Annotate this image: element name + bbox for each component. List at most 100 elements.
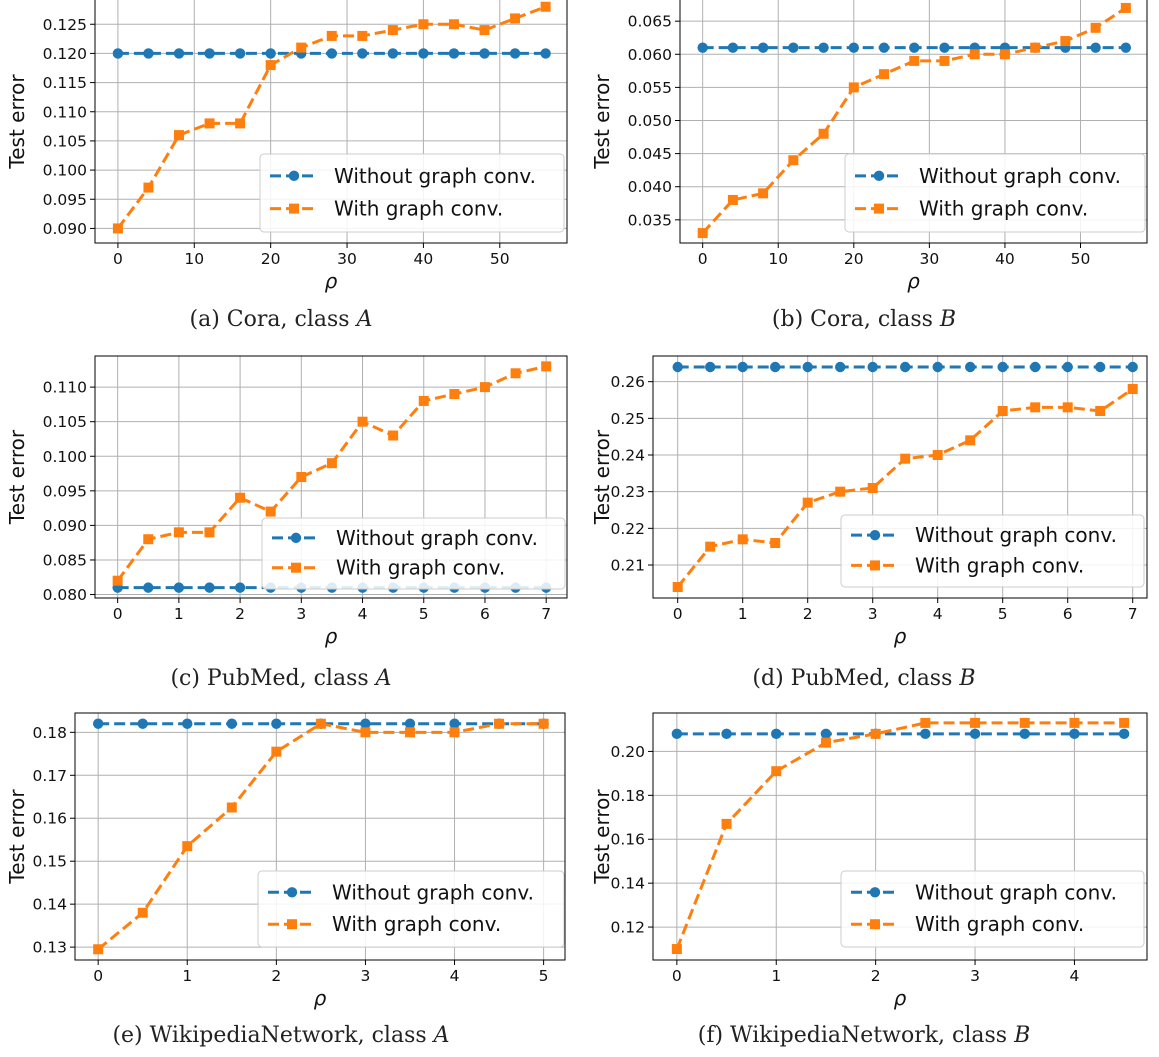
point-without — [234, 48, 246, 59]
point-with — [758, 188, 769, 199]
x-axis-label: ρ — [325, 269, 338, 293]
caption-class-var: A — [355, 307, 373, 332]
y-tick-label: 0.17 — [32, 767, 67, 785]
y-tick-label: 0.13 — [32, 939, 67, 957]
point-without — [1127, 361, 1138, 373]
point-with — [235, 492, 246, 503]
point-without — [920, 728, 931, 740]
point-without — [143, 48, 154, 59]
point-without — [173, 48, 185, 59]
x-tick-label: 20 — [844, 250, 864, 268]
point-with — [174, 130, 185, 141]
axes-frame — [652, 712, 1148, 961]
point-with — [360, 727, 371, 738]
point-without — [265, 48, 276, 59]
point-with — [357, 416, 368, 427]
panel-caption: (b) Cora, class B — [772, 307, 956, 332]
y-tick-label: 0.090 — [43, 517, 87, 535]
x-tick-label: 50 — [1071, 250, 1091, 268]
x-tick-label: 1 — [771, 967, 781, 985]
legend: Without graph conv. With graph conv. — [261, 517, 566, 590]
point-without — [771, 728, 782, 740]
point-without — [848, 42, 860, 53]
point-without — [1095, 361, 1106, 373]
legend-box — [261, 517, 566, 590]
point-without — [92, 718, 104, 729]
point-without — [226, 718, 237, 729]
legend-marker-with — [291, 562, 301, 573]
caption-class-var: B — [1013, 1023, 1030, 1048]
point-without — [671, 728, 683, 740]
point-with — [204, 118, 215, 129]
point-without — [878, 42, 890, 53]
y-tick-label: 0.21 — [610, 557, 645, 575]
point-with — [920, 717, 931, 728]
point-with — [965, 435, 976, 446]
point-with — [173, 527, 184, 538]
point-with — [1030, 42, 1041, 53]
point-with — [867, 483, 878, 493]
point-without — [357, 48, 368, 59]
point-with — [997, 406, 1008, 416]
legend-label: With graph conv. — [334, 197, 503, 221]
point-with — [788, 155, 799, 166]
point-without — [997, 361, 1008, 373]
chart-panel-5: 0 1 2 3 4 5 0.13 0.14 0.15 0.16 0.17 0.18 ρ Test erro… — [5, 712, 566, 1048]
chart-panel-6: 0 1 2 3 4 0.12 0.14 0.16 0.18 0.20 ρ Test error With… — [590, 712, 1148, 1048]
point-with — [112, 223, 123, 234]
legend-label: Without graph conv. — [919, 164, 1121, 188]
point-without — [204, 48, 215, 59]
x-tick-label: 1 — [738, 605, 748, 623]
x-tick-label: 10 — [184, 250, 204, 268]
panel-caption: (e) WikipediaNetwork, class A — [112, 1023, 449, 1048]
point-with — [271, 746, 282, 757]
point-with — [1060, 36, 1071, 47]
legend-label: With graph conv. — [915, 912, 1084, 936]
y-tick-label: 0.14 — [32, 896, 67, 914]
y-tick-label: 0.120 — [43, 45, 87, 63]
point-without — [770, 361, 781, 373]
point-with — [932, 450, 943, 460]
y-axis-label: Test error — [590, 429, 614, 525]
x-tick-label: 3 — [970, 967, 980, 985]
legend: Without graph conv. With graph conv. — [259, 153, 565, 233]
point-with — [818, 128, 829, 139]
y-axis-label: Test error — [5, 789, 29, 885]
point-without — [173, 582, 185, 593]
point-with — [265, 506, 276, 517]
y-tick-label: 0.105 — [43, 413, 87, 431]
point-without — [387, 48, 399, 59]
x-tick-label: 2 — [235, 605, 245, 623]
legend-marker-without — [286, 887, 298, 898]
x-tick-label: 0 — [113, 250, 123, 268]
x-tick-label: 7 — [1128, 605, 1138, 623]
point-without — [479, 48, 490, 59]
point-with — [143, 182, 154, 193]
x-tick-label: 7 — [541, 605, 551, 623]
x-tick-label: 2 — [271, 967, 281, 985]
x-tick-label: 50 — [490, 250, 510, 268]
point-with — [494, 718, 505, 729]
y-tick-label: 0.16 — [610, 831, 645, 849]
point-without — [418, 48, 429, 59]
point-without — [1120, 42, 1132, 53]
point-with — [802, 497, 813, 508]
caption-text: (f) WikipediaNetwork, class — [698, 1023, 1014, 1048]
y-axis-label: Test error — [5, 74, 29, 170]
point-with — [137, 907, 148, 918]
point-without — [112, 48, 124, 59]
x-tick-label: 2 — [803, 605, 813, 623]
x-axis-label: ρ — [894, 624, 907, 648]
point-with — [326, 458, 337, 469]
point-with — [672, 582, 683, 592]
point-with — [510, 368, 521, 379]
legend-marker-without — [869, 887, 881, 898]
point-with — [1069, 717, 1080, 728]
axes-frame — [94, 355, 568, 599]
x-tick-label: 4 — [1070, 967, 1080, 985]
y-tick-label: 0.105 — [43, 132, 87, 150]
point-with — [820, 737, 831, 748]
point-with — [479, 382, 490, 393]
plot-area — [697, 2, 1132, 239]
x-tick-label: 3 — [296, 605, 306, 623]
